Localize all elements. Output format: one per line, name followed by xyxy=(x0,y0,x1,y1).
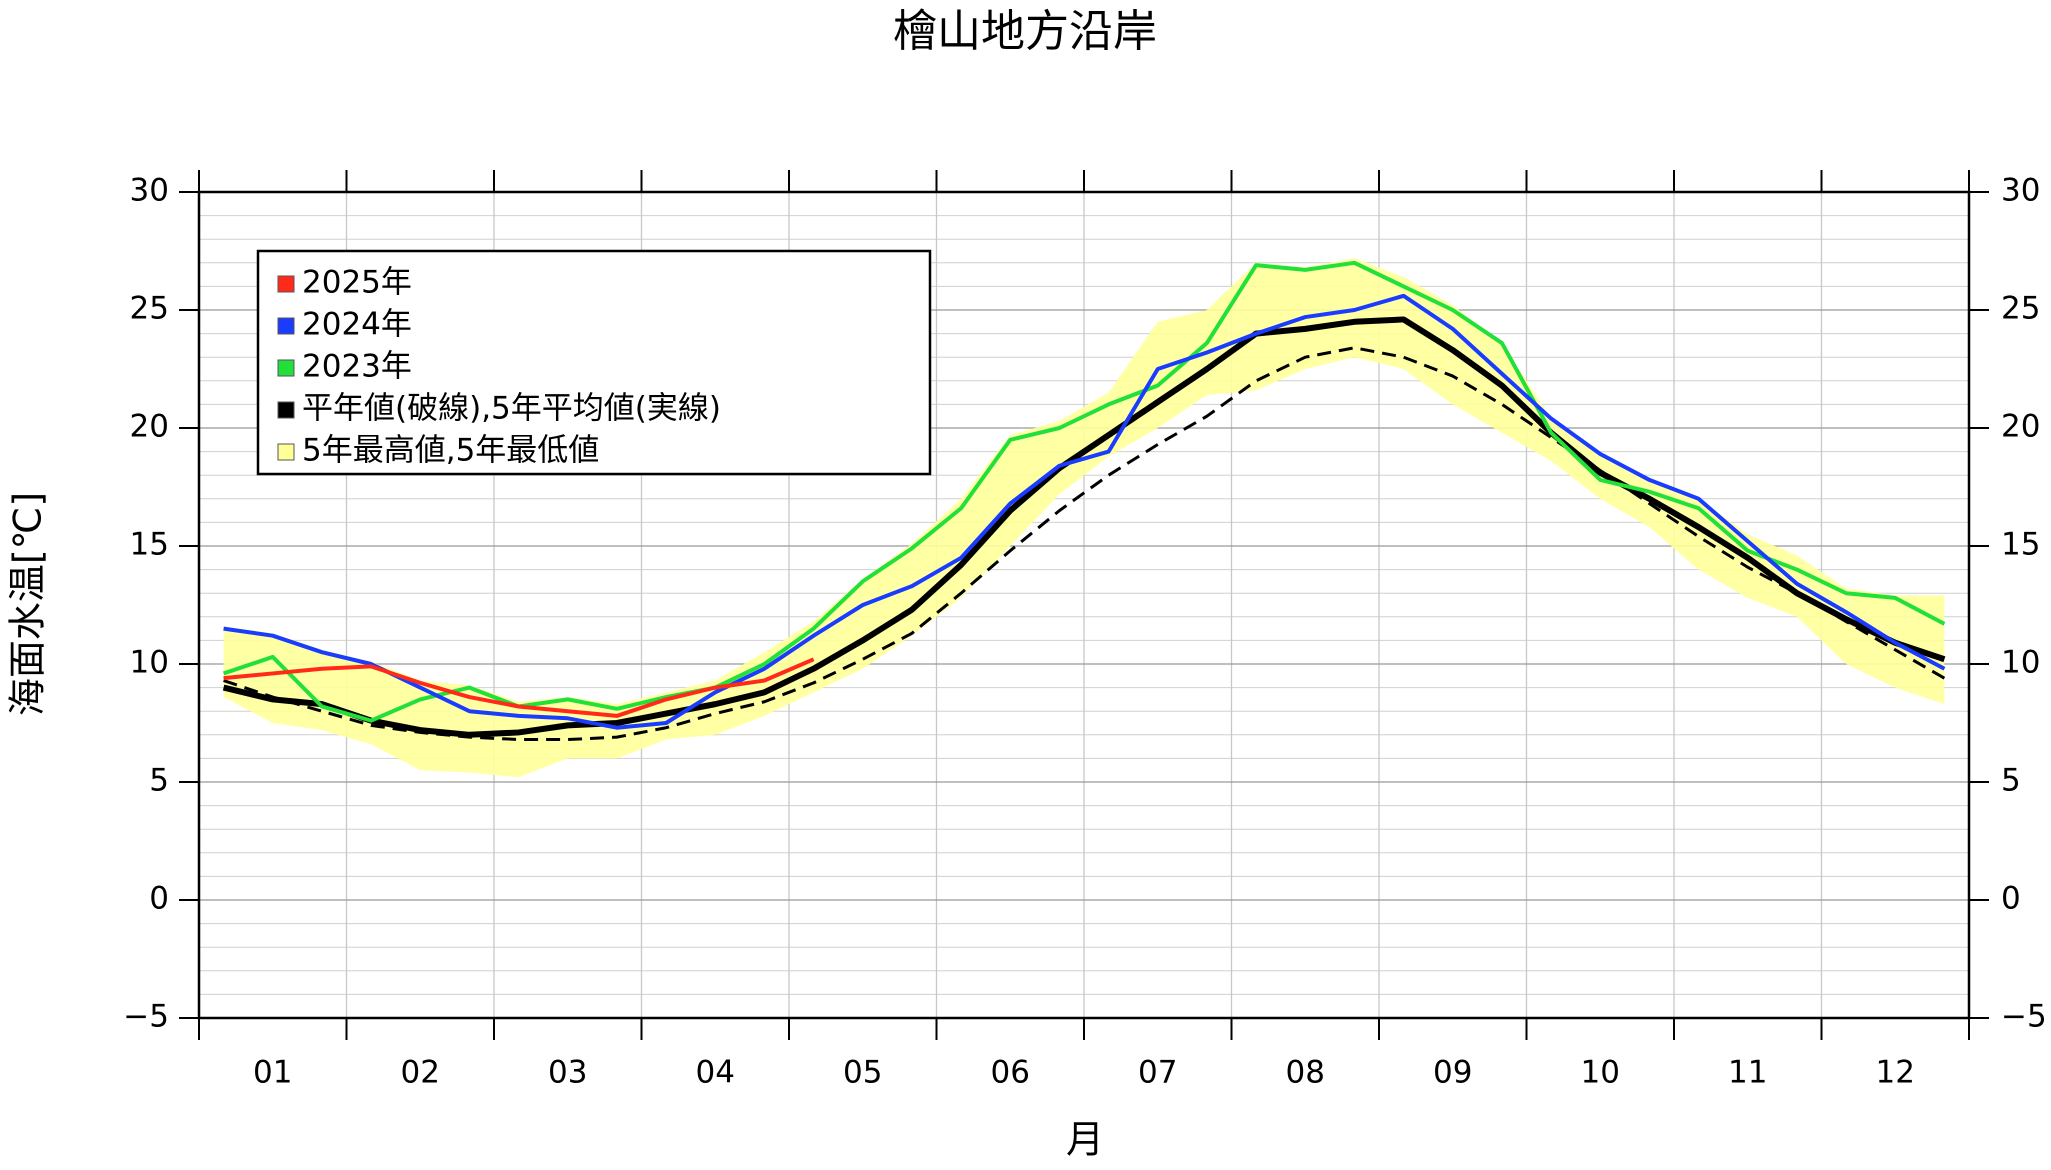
range-band xyxy=(223,258,1945,778)
y-tick-label-right: 5 xyxy=(2001,763,2021,799)
y-tick-label-right: 10 xyxy=(2001,645,2040,681)
chart-title: 檜山地方沿岸 xyxy=(893,6,1157,57)
x-tick-label: 07 xyxy=(1138,1055,1177,1091)
legend-label: 2023年 xyxy=(302,349,412,385)
y-tick-label: 30 xyxy=(130,173,169,209)
legend-swatch xyxy=(277,443,295,461)
y-tick-label-right: 25 xyxy=(2001,291,2040,327)
y-tick-label-right: 0 xyxy=(2001,881,2021,917)
legend-label: 2025年 xyxy=(302,265,412,301)
y-axis-label: 海面水温[℃] xyxy=(6,492,50,716)
y-tick-label-right: 20 xyxy=(2001,409,2040,445)
legend-label: 平年値(破線),5年平均値(実線) xyxy=(302,391,721,427)
y-tick-label: −5 xyxy=(123,999,169,1035)
y-tick-label: 0 xyxy=(149,881,169,917)
x-tick-label: 04 xyxy=(696,1055,735,1091)
x-tick-label: 06 xyxy=(991,1055,1030,1091)
legend-swatch xyxy=(277,275,295,293)
series-line xyxy=(223,657,815,718)
legend-label: 2024年 xyxy=(302,307,412,343)
y-tick-label: 10 xyxy=(130,645,169,681)
x-tick-label: 11 xyxy=(1728,1055,1767,1091)
y-tick-label-right: 15 xyxy=(2001,527,2040,563)
y-tick-label: 20 xyxy=(130,409,169,445)
y-tick-label-right: 30 xyxy=(2001,173,2040,209)
legend-box xyxy=(256,249,932,476)
legend-swatch xyxy=(277,401,295,419)
x-tick-label: 08 xyxy=(1286,1055,1325,1091)
y-tick-label: 25 xyxy=(130,291,169,327)
normal-line xyxy=(223,346,1946,742)
mean-line xyxy=(222,316,1946,738)
legend-label: 5年最高値,5年最低値 xyxy=(302,433,599,469)
y-tick-label-right: −5 xyxy=(2001,999,2047,1035)
x-tick-label: 01 xyxy=(253,1055,292,1091)
x-axis-label: 月 xyxy=(1066,1118,1104,1162)
x-tick-label: 12 xyxy=(1876,1055,1915,1091)
y-tick-label: 5 xyxy=(149,763,169,799)
legend-swatch xyxy=(277,359,295,377)
y-tick-label: 15 xyxy=(130,527,169,563)
x-tick-label: 09 xyxy=(1433,1055,1472,1091)
x-tick-label: 05 xyxy=(843,1055,882,1091)
x-tick-label: 03 xyxy=(548,1055,587,1091)
plot-frame xyxy=(197,190,1971,1020)
series-line xyxy=(223,293,1946,730)
x-tick-label: 02 xyxy=(401,1055,440,1091)
legend-swatch xyxy=(277,317,295,335)
x-tick-label: 10 xyxy=(1581,1055,1620,1091)
